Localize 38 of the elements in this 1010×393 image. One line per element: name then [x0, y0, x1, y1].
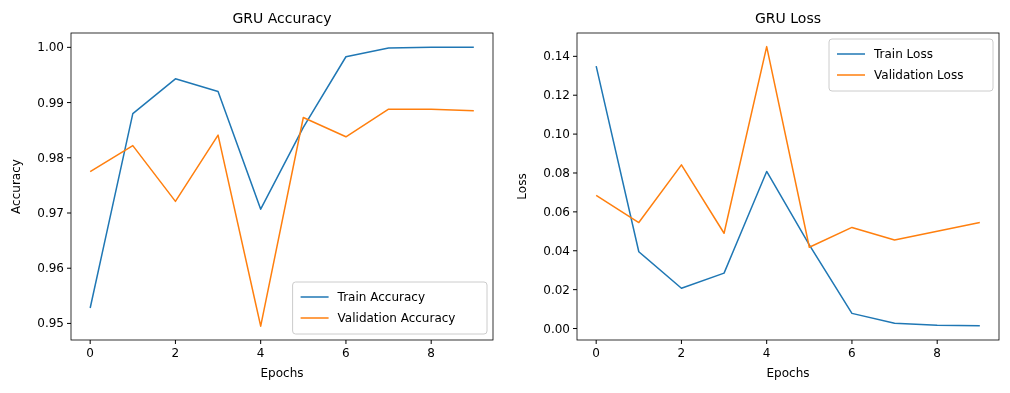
y-tick-label: 0.95 [37, 316, 64, 331]
line-series [89, 108, 475, 327]
y-tick-label: 0.96 [37, 261, 64, 276]
legend-label: Validation Loss [874, 68, 964, 82]
x-tick-label: 4 [256, 346, 265, 360]
x-tick-label: 6 [342, 346, 350, 360]
y-tick-label: 0.04 [543, 243, 570, 258]
chart-title: GRU Loss [755, 10, 821, 26]
x-tick-label: 4 [762, 346, 771, 360]
x-tick-label: 6 [848, 346, 856, 360]
y-tick-label: 0.00 [543, 321, 570, 336]
y-tick-label: 0.99 [37, 95, 64, 110]
y-axis-title: Loss [515, 173, 529, 200]
legend-label: Validation Accuracy [337, 311, 456, 325]
y-tick-label: 0.12 [543, 88, 570, 103]
chart-title: GRU Accuracy [232, 10, 332, 26]
y-tick-label: 0.97 [37, 206, 64, 220]
line-series [595, 45, 981, 249]
legend-label: Train Loss [873, 47, 933, 61]
x-tick-label: 0 [86, 346, 94, 360]
x-axis-title: Epochs [260, 366, 304, 380]
y-tick-label: 0.02 [543, 282, 570, 297]
x-axis-title: Epochs [766, 366, 810, 380]
x-tick-label: 2 [171, 346, 180, 360]
x-tick-label: 8 [933, 346, 942, 360]
y-tick-label: 0.06 [543, 204, 570, 219]
line-series [89, 46, 475, 309]
y-tick-label: 0.08 [543, 165, 570, 180]
x-tick-label: 2 [677, 346, 686, 360]
y-axis-title: Accuracy [9, 159, 23, 214]
legend-label: Train Accuracy [336, 290, 426, 304]
y-tick-label: 1.00 [37, 40, 64, 55]
y-tick-label: 0.14 [543, 49, 570, 64]
y-tick-label: 0.10 [543, 127, 570, 142]
line-series [595, 65, 981, 327]
y-tick-label: 0.98 [37, 150, 64, 165]
x-tick-label: 0 [592, 346, 600, 360]
x-tick-label: 8 [427, 346, 436, 360]
